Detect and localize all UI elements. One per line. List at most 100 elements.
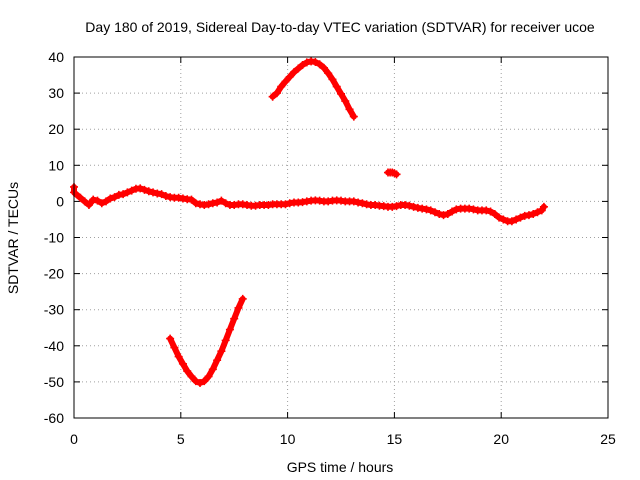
data-point xyxy=(144,187,153,196)
data-point xyxy=(405,201,414,210)
data-point xyxy=(196,378,205,387)
data-point xyxy=(516,213,525,222)
data-point xyxy=(102,197,111,206)
y-tick-label: -10 xyxy=(44,230,64,246)
y-tick-label: -60 xyxy=(44,410,64,426)
y-tick-label: 30 xyxy=(48,85,64,101)
data-point xyxy=(76,193,85,202)
data-point xyxy=(281,77,290,86)
data-point xyxy=(315,60,324,69)
data-point xyxy=(106,194,115,203)
data-point xyxy=(149,188,158,197)
data-point xyxy=(328,75,337,84)
series-trace xyxy=(269,58,357,120)
data-point xyxy=(435,210,444,219)
data-point xyxy=(422,205,431,214)
data-point xyxy=(490,210,499,219)
x-tick-label: 20 xyxy=(493,431,509,447)
data-point xyxy=(191,199,200,208)
data-point xyxy=(392,170,401,179)
grid xyxy=(74,57,608,418)
data-point xyxy=(93,196,102,205)
data-point xyxy=(268,92,277,101)
x-tick-label: 10 xyxy=(280,431,296,447)
series-short-segment xyxy=(383,168,401,179)
data-point xyxy=(281,200,290,209)
data-point xyxy=(337,89,345,98)
data-point xyxy=(529,210,538,219)
data-point xyxy=(349,112,358,121)
y-axis-label: SDTVAR / TECUs xyxy=(5,182,21,294)
series-trace xyxy=(167,295,246,386)
data-point xyxy=(311,58,320,67)
series-high-arc xyxy=(268,57,358,121)
data-point xyxy=(443,210,452,219)
x-tick-label: 5 xyxy=(177,431,185,447)
data-point xyxy=(89,195,98,204)
x-tick-label: 0 xyxy=(70,431,78,447)
data-point xyxy=(430,208,439,217)
data-point xyxy=(495,213,504,222)
data-point xyxy=(324,69,333,78)
data-point xyxy=(524,211,533,220)
y-tick-label: -40 xyxy=(44,338,64,354)
y-tick-label: -20 xyxy=(44,266,64,282)
y-tick-label: -30 xyxy=(44,302,64,318)
data-point xyxy=(187,195,196,204)
data-point xyxy=(358,199,367,208)
data-point xyxy=(230,314,239,323)
data-point xyxy=(332,82,341,91)
y-tick-label: 0 xyxy=(56,193,64,209)
data-point xyxy=(80,197,89,206)
data-point xyxy=(234,303,243,312)
data-point xyxy=(166,334,175,343)
data-point xyxy=(119,190,128,199)
data-point xyxy=(426,206,435,215)
y-tick-label: 20 xyxy=(48,121,64,137)
data-point xyxy=(213,198,222,207)
data-point xyxy=(302,58,311,67)
y-tick-label: -50 xyxy=(44,374,64,390)
data-point xyxy=(208,365,217,374)
data-point xyxy=(187,372,196,381)
data-point xyxy=(200,377,209,386)
data-point xyxy=(349,197,358,206)
data-point xyxy=(217,347,226,356)
data-point xyxy=(409,202,418,211)
data-marks xyxy=(70,57,548,387)
data-point xyxy=(183,367,192,376)
data-point xyxy=(392,202,401,211)
data-point xyxy=(213,356,222,365)
axis-ticks: 0 5 10 15 20 25 -60 -50 -40 -30 -20 -10 0 10 20 30 40 xyxy=(44,49,616,447)
data-point xyxy=(285,72,294,81)
data-point xyxy=(539,202,548,211)
data-point xyxy=(341,97,350,106)
data-point xyxy=(298,60,307,69)
series-main-trace xyxy=(70,182,548,226)
data-point xyxy=(174,352,183,361)
data-point xyxy=(225,325,234,334)
data-point xyxy=(345,105,354,114)
data-point xyxy=(439,211,448,220)
data-point xyxy=(136,184,145,193)
data-point xyxy=(294,64,303,73)
data-point xyxy=(277,82,286,91)
data-point xyxy=(157,190,166,199)
data-point xyxy=(84,201,93,210)
x-axis-label: GPS time / hours xyxy=(287,459,394,475)
data-point xyxy=(97,199,106,208)
data-point xyxy=(178,359,187,368)
data-point xyxy=(272,89,281,98)
data-point xyxy=(512,215,521,224)
data-point xyxy=(482,206,491,215)
data-point xyxy=(486,207,495,216)
data-point xyxy=(110,193,119,202)
data-point xyxy=(161,191,170,200)
data-point xyxy=(469,205,478,214)
data-point xyxy=(507,217,516,226)
series-low-arc xyxy=(166,294,247,387)
data-point xyxy=(290,68,299,77)
data-point xyxy=(140,185,149,194)
plot-frame xyxy=(73,56,609,419)
